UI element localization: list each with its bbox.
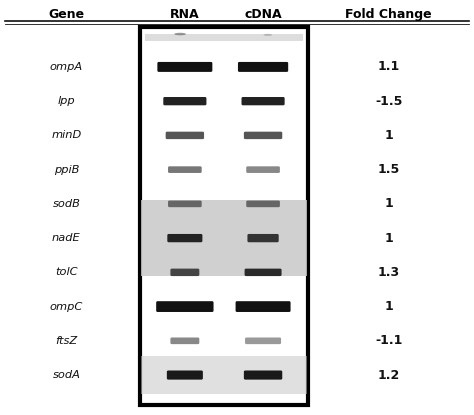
- Text: ompC: ompC: [50, 302, 83, 312]
- FancyBboxPatch shape: [246, 200, 280, 207]
- Text: -1.1: -1.1: [375, 334, 402, 347]
- FancyBboxPatch shape: [242, 97, 284, 105]
- FancyBboxPatch shape: [238, 62, 288, 72]
- FancyBboxPatch shape: [170, 269, 199, 276]
- Text: RNA: RNA: [170, 8, 200, 21]
- Text: 1.1: 1.1: [378, 61, 400, 73]
- Text: Fold Change: Fold Change: [346, 8, 432, 21]
- FancyBboxPatch shape: [167, 234, 202, 242]
- FancyBboxPatch shape: [244, 132, 282, 139]
- FancyBboxPatch shape: [163, 97, 207, 105]
- Bar: [141, 356, 307, 394]
- FancyBboxPatch shape: [170, 337, 199, 344]
- Text: lpp: lpp: [57, 96, 75, 106]
- FancyBboxPatch shape: [247, 234, 279, 242]
- Text: minD: minD: [51, 130, 82, 140]
- Text: sodB: sodB: [53, 199, 80, 209]
- Text: 1.2: 1.2: [378, 369, 400, 381]
- Text: cDNA: cDNA: [244, 8, 282, 21]
- Ellipse shape: [264, 34, 272, 36]
- FancyBboxPatch shape: [236, 301, 291, 312]
- FancyBboxPatch shape: [157, 62, 212, 72]
- Text: 1: 1: [384, 129, 393, 142]
- FancyBboxPatch shape: [244, 371, 282, 380]
- Text: 1: 1: [384, 300, 393, 313]
- Text: 1.5: 1.5: [378, 163, 400, 176]
- FancyBboxPatch shape: [245, 337, 281, 344]
- Bar: [145, 34, 303, 42]
- Ellipse shape: [174, 33, 186, 35]
- FancyBboxPatch shape: [168, 200, 202, 207]
- FancyBboxPatch shape: [245, 269, 282, 276]
- Text: sodA: sodA: [53, 370, 80, 380]
- FancyBboxPatch shape: [166, 132, 204, 139]
- Text: nadE: nadE: [52, 233, 81, 243]
- FancyBboxPatch shape: [246, 166, 280, 173]
- FancyBboxPatch shape: [168, 166, 202, 173]
- Text: Gene: Gene: [48, 8, 84, 21]
- Text: ppiB: ppiB: [54, 165, 79, 175]
- Text: 1: 1: [384, 198, 393, 210]
- FancyBboxPatch shape: [167, 371, 203, 380]
- FancyBboxPatch shape: [156, 301, 213, 312]
- Text: 1.3: 1.3: [378, 266, 400, 279]
- Bar: [140, 27, 308, 405]
- Text: 1: 1: [384, 232, 393, 244]
- Bar: [141, 200, 307, 276]
- Text: tolC: tolC: [55, 267, 78, 277]
- Text: ompA: ompA: [50, 62, 83, 72]
- Text: ftsZ: ftsZ: [55, 336, 77, 346]
- Text: -1.5: -1.5: [375, 95, 402, 107]
